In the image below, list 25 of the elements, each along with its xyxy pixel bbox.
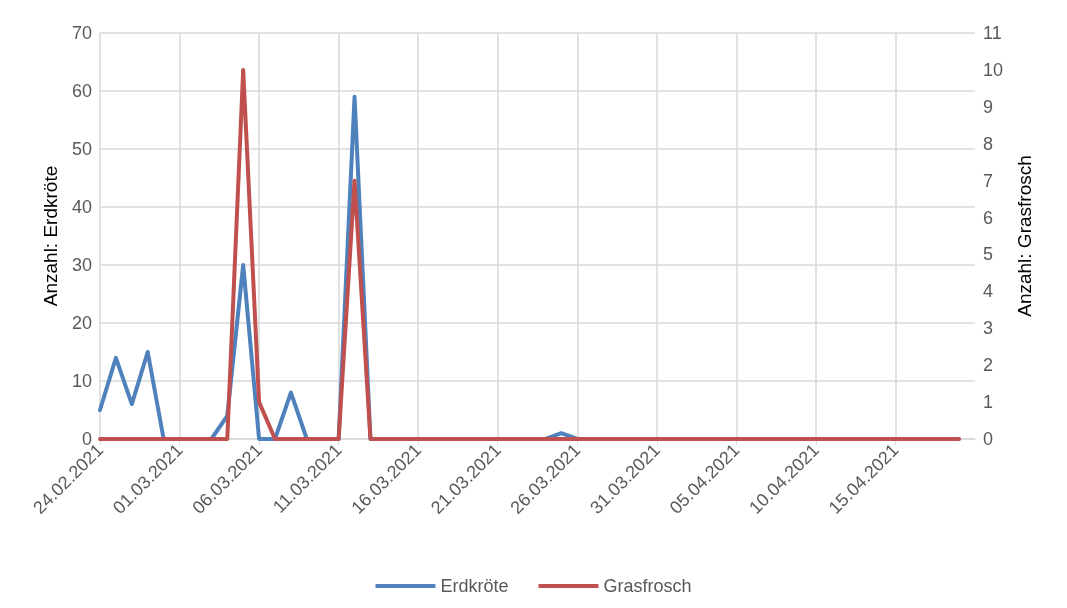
y2-tick-label: 2	[983, 355, 994, 376]
legend-label: Erdkröte	[440, 576, 509, 596]
y2-tick-label: 8	[983, 133, 994, 154]
legend-label: Grasfrosch	[603, 576, 692, 596]
y-axis-title: Anzahl: Erdkröte	[40, 165, 61, 307]
y2-tick-label: 1	[983, 392, 994, 413]
y2-tick-label: 9	[983, 96, 994, 117]
y2-tick-label: 10	[983, 59, 1004, 80]
y-tick-label: 70	[71, 23, 92, 43]
y2-axis-title: Anzahl: Grasfrosch	[1014, 155, 1035, 317]
y2-tick-label: 7	[983, 170, 994, 191]
y2-tick-label: 3	[983, 318, 994, 339]
y-tick-label: 30	[71, 255, 92, 275]
line-series	[98, 67, 962, 441]
y-tick-label: 60	[71, 81, 92, 101]
y-tick-label: 10	[71, 371, 92, 391]
y-tick-label: 50	[71, 139, 92, 159]
y-tick-label: 40	[71, 197, 92, 217]
y-tick-label: 20	[71, 313, 92, 333]
y2-tick-label: 0	[983, 429, 994, 449]
y2-tick-label: 6	[983, 207, 994, 228]
y2-tick-label: 5	[983, 244, 994, 265]
y-tick-label: 0	[81, 429, 92, 449]
y2-tick-label: 4	[983, 281, 994, 302]
y2-tick-label: 11	[983, 23, 1002, 43]
